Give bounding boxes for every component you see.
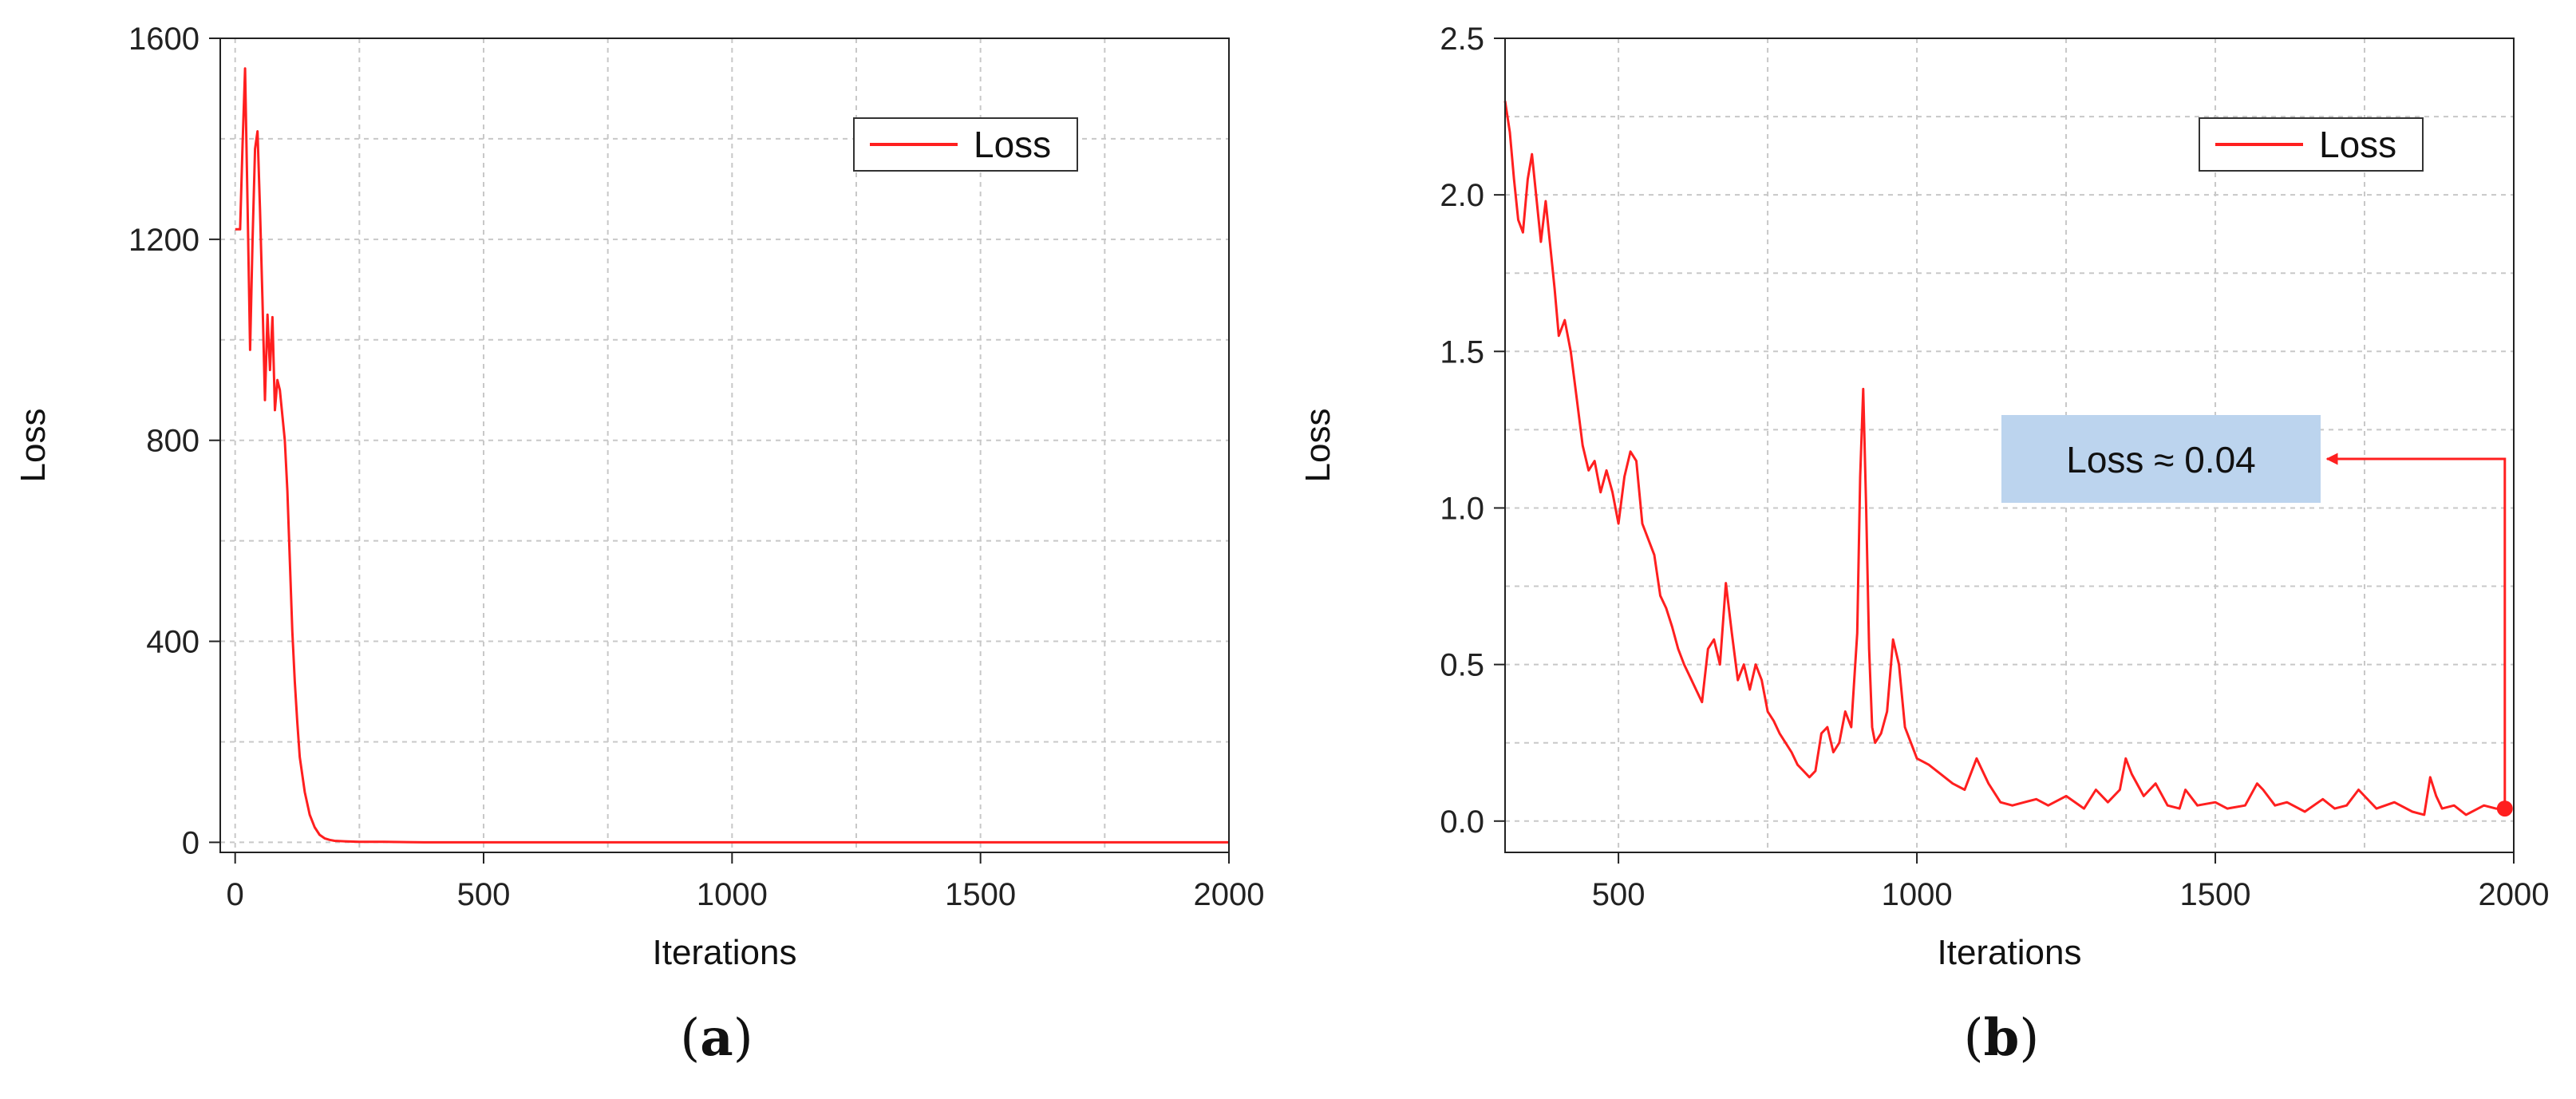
panel-a-legend: Loss bbox=[853, 117, 1078, 172]
annotation-label: Loss ≈ 0.04 bbox=[2066, 439, 2256, 480]
y-tick-label: 0.5 bbox=[1440, 648, 1484, 683]
panel-a-grid bbox=[220, 38, 1229, 852]
x-tick-label: 500 bbox=[457, 877, 511, 912]
panel-b: 500 1000 1500 2000 0.0 0.5 1.0 1.5 2.0 2.5 Itera… bbox=[1298, 22, 2549, 1068]
x-tick-label: 1500 bbox=[945, 877, 1016, 912]
panel-b-annotation: Loss ≈ 0.04 bbox=[2001, 415, 2513, 817]
y-tick-label: 1.0 bbox=[1440, 491, 1484, 526]
panel-b-legend-label: Loss bbox=[2319, 124, 2396, 165]
y-tick-label: 2.0 bbox=[1440, 178, 1484, 213]
y-tick-label: 1200 bbox=[128, 223, 200, 258]
panel-a-legend-label: Loss bbox=[974, 124, 1051, 165]
annotation-point bbox=[2496, 801, 2513, 817]
panel-b-frame bbox=[1504, 38, 2515, 853]
y-tick-label: 1600 bbox=[128, 22, 200, 57]
x-tick-label: 0 bbox=[227, 877, 244, 912]
panel-b-x-axis-title: Iterations bbox=[1938, 933, 2082, 972]
loss-series-line bbox=[1503, 101, 2505, 816]
annotation-arrow bbox=[2325, 453, 2507, 809]
panel-b-x-ticks: 500 1000 1500 2000 bbox=[1592, 852, 2550, 912]
y-tick-label: 0.0 bbox=[1440, 804, 1484, 840]
panel-a-x-axis-title: Iterations bbox=[653, 933, 797, 972]
panel-b-caption: (b) bbox=[1964, 1008, 2040, 1068]
panel-b-y-axis-title: Loss bbox=[1298, 409, 1337, 483]
loss-series-line bbox=[235, 67, 1229, 844]
y-tick-label: 1.5 bbox=[1440, 334, 1484, 370]
panel-a-frame bbox=[219, 38, 1230, 853]
panel-b-y-ticks: 0.0 0.5 1.0 1.5 2.0 2.5 bbox=[1440, 22, 1505, 840]
x-tick-label: 1500 bbox=[2180, 877, 2251, 912]
x-tick-label: 500 bbox=[1592, 877, 1646, 912]
panel-a-y-axis-title: Loss bbox=[14, 409, 53, 483]
panel-a-caption: (a) bbox=[680, 1008, 753, 1068]
x-tick-label: 1000 bbox=[697, 877, 768, 912]
panel-a-series bbox=[235, 67, 1229, 844]
panel-a-y-ticks: 0 400 800 1200 1600 bbox=[128, 22, 220, 860]
annotation-box bbox=[2001, 415, 2321, 503]
panel-a-x-ticks: 0 500 1000 1500 2000 bbox=[227, 852, 1265, 912]
x-tick-label: 2000 bbox=[1194, 877, 1265, 912]
y-tick-label: 400 bbox=[146, 625, 200, 660]
y-tick-label: 0 bbox=[182, 825, 200, 860]
panel-a: 0 500 1000 1500 2000 0 400 800 1200 1600 Iterati… bbox=[14, 22, 1264, 1068]
y-tick-label: 2.5 bbox=[1440, 22, 1484, 57]
panel-b-series bbox=[1503, 101, 2505, 816]
y-tick-label: 800 bbox=[146, 424, 200, 459]
panel-b-legend: Loss bbox=[2199, 117, 2424, 172]
x-tick-label: 2000 bbox=[2479, 877, 2550, 912]
x-tick-label: 1000 bbox=[1882, 877, 1953, 912]
